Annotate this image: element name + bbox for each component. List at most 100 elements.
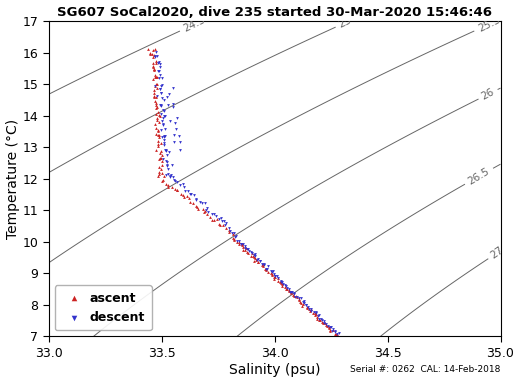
descent	[222, 220, 230, 227]
ascent	[152, 124, 160, 131]
descent	[180, 184, 189, 190]
descent	[310, 308, 318, 315]
ascent	[151, 121, 160, 127]
descent	[202, 207, 210, 213]
ascent	[215, 222, 223, 228]
descent	[254, 256, 262, 262]
descent	[165, 174, 174, 180]
ascent	[238, 241, 246, 247]
descent	[243, 246, 252, 252]
ascent	[151, 60, 160, 66]
descent	[250, 252, 258, 258]
descent	[160, 140, 168, 146]
ascent	[154, 143, 162, 149]
ascent	[222, 225, 230, 231]
ascent	[158, 158, 166, 164]
ascent	[321, 320, 329, 326]
descent	[173, 115, 181, 121]
ascent	[186, 199, 194, 206]
descent	[153, 53, 161, 59]
ascent	[154, 128, 162, 134]
ascent	[250, 257, 258, 264]
descent	[152, 49, 160, 55]
ascent	[150, 67, 158, 73]
descent	[155, 75, 163, 82]
ascent	[146, 51, 154, 57]
descent	[324, 323, 332, 329]
ascent	[278, 281, 287, 287]
descent	[320, 320, 329, 326]
ascent	[254, 259, 262, 265]
ascent	[225, 229, 233, 235]
descent	[270, 271, 278, 277]
descent	[172, 126, 180, 132]
descent	[328, 328, 336, 334]
ascent	[261, 266, 269, 272]
descent	[302, 302, 310, 308]
ascent	[311, 311, 320, 317]
ascent	[331, 331, 340, 337]
descent	[190, 192, 198, 199]
ascent	[213, 216, 222, 222]
descent	[233, 238, 241, 245]
ascent	[150, 74, 159, 80]
descent	[164, 165, 172, 172]
descent	[239, 241, 247, 247]
ascent	[298, 301, 307, 307]
ascent	[179, 192, 188, 199]
ascent	[258, 262, 266, 268]
descent	[215, 216, 224, 222]
descent	[282, 282, 290, 289]
Text: 25: 25	[337, 15, 354, 30]
descent	[165, 91, 173, 97]
ascent	[153, 132, 162, 138]
ascent	[308, 310, 317, 316]
descent	[327, 324, 335, 330]
ascent	[235, 239, 243, 245]
ascent	[152, 147, 161, 153]
ascent	[326, 327, 334, 333]
ascent	[287, 289, 295, 295]
descent	[235, 238, 243, 244]
ascent	[305, 306, 313, 312]
descent	[281, 282, 290, 288]
descent	[258, 261, 266, 267]
Legend: ascent, descent: ascent, descent	[55, 285, 151, 330]
descent	[191, 197, 200, 203]
ascent	[206, 214, 214, 220]
ascent	[291, 292, 300, 299]
descent	[267, 268, 275, 274]
ascent	[152, 74, 161, 80]
descent	[311, 310, 320, 316]
descent	[157, 83, 165, 89]
Text: 26.5: 26.5	[466, 166, 491, 186]
ascent	[155, 131, 163, 138]
ascent	[229, 237, 238, 243]
descent	[167, 162, 176, 168]
ascent	[155, 169, 163, 176]
ascent	[157, 140, 165, 146]
descent	[163, 163, 171, 169]
ascent	[149, 76, 157, 82]
descent	[156, 102, 164, 108]
descent	[196, 199, 204, 205]
ascent	[151, 46, 159, 52]
descent	[159, 156, 167, 162]
descent	[314, 313, 322, 319]
descent	[171, 119, 179, 126]
descent	[165, 149, 174, 155]
descent	[151, 53, 160, 59]
ascent	[251, 255, 259, 261]
descent	[160, 126, 168, 133]
ascent	[264, 269, 272, 276]
descent	[158, 134, 166, 140]
descent	[184, 188, 192, 194]
descent	[277, 278, 285, 284]
ascent	[150, 98, 159, 105]
ascent	[324, 324, 333, 331]
descent	[176, 138, 185, 145]
descent	[262, 266, 270, 272]
descent	[211, 213, 219, 219]
descent	[162, 147, 171, 154]
ascent	[164, 184, 173, 190]
